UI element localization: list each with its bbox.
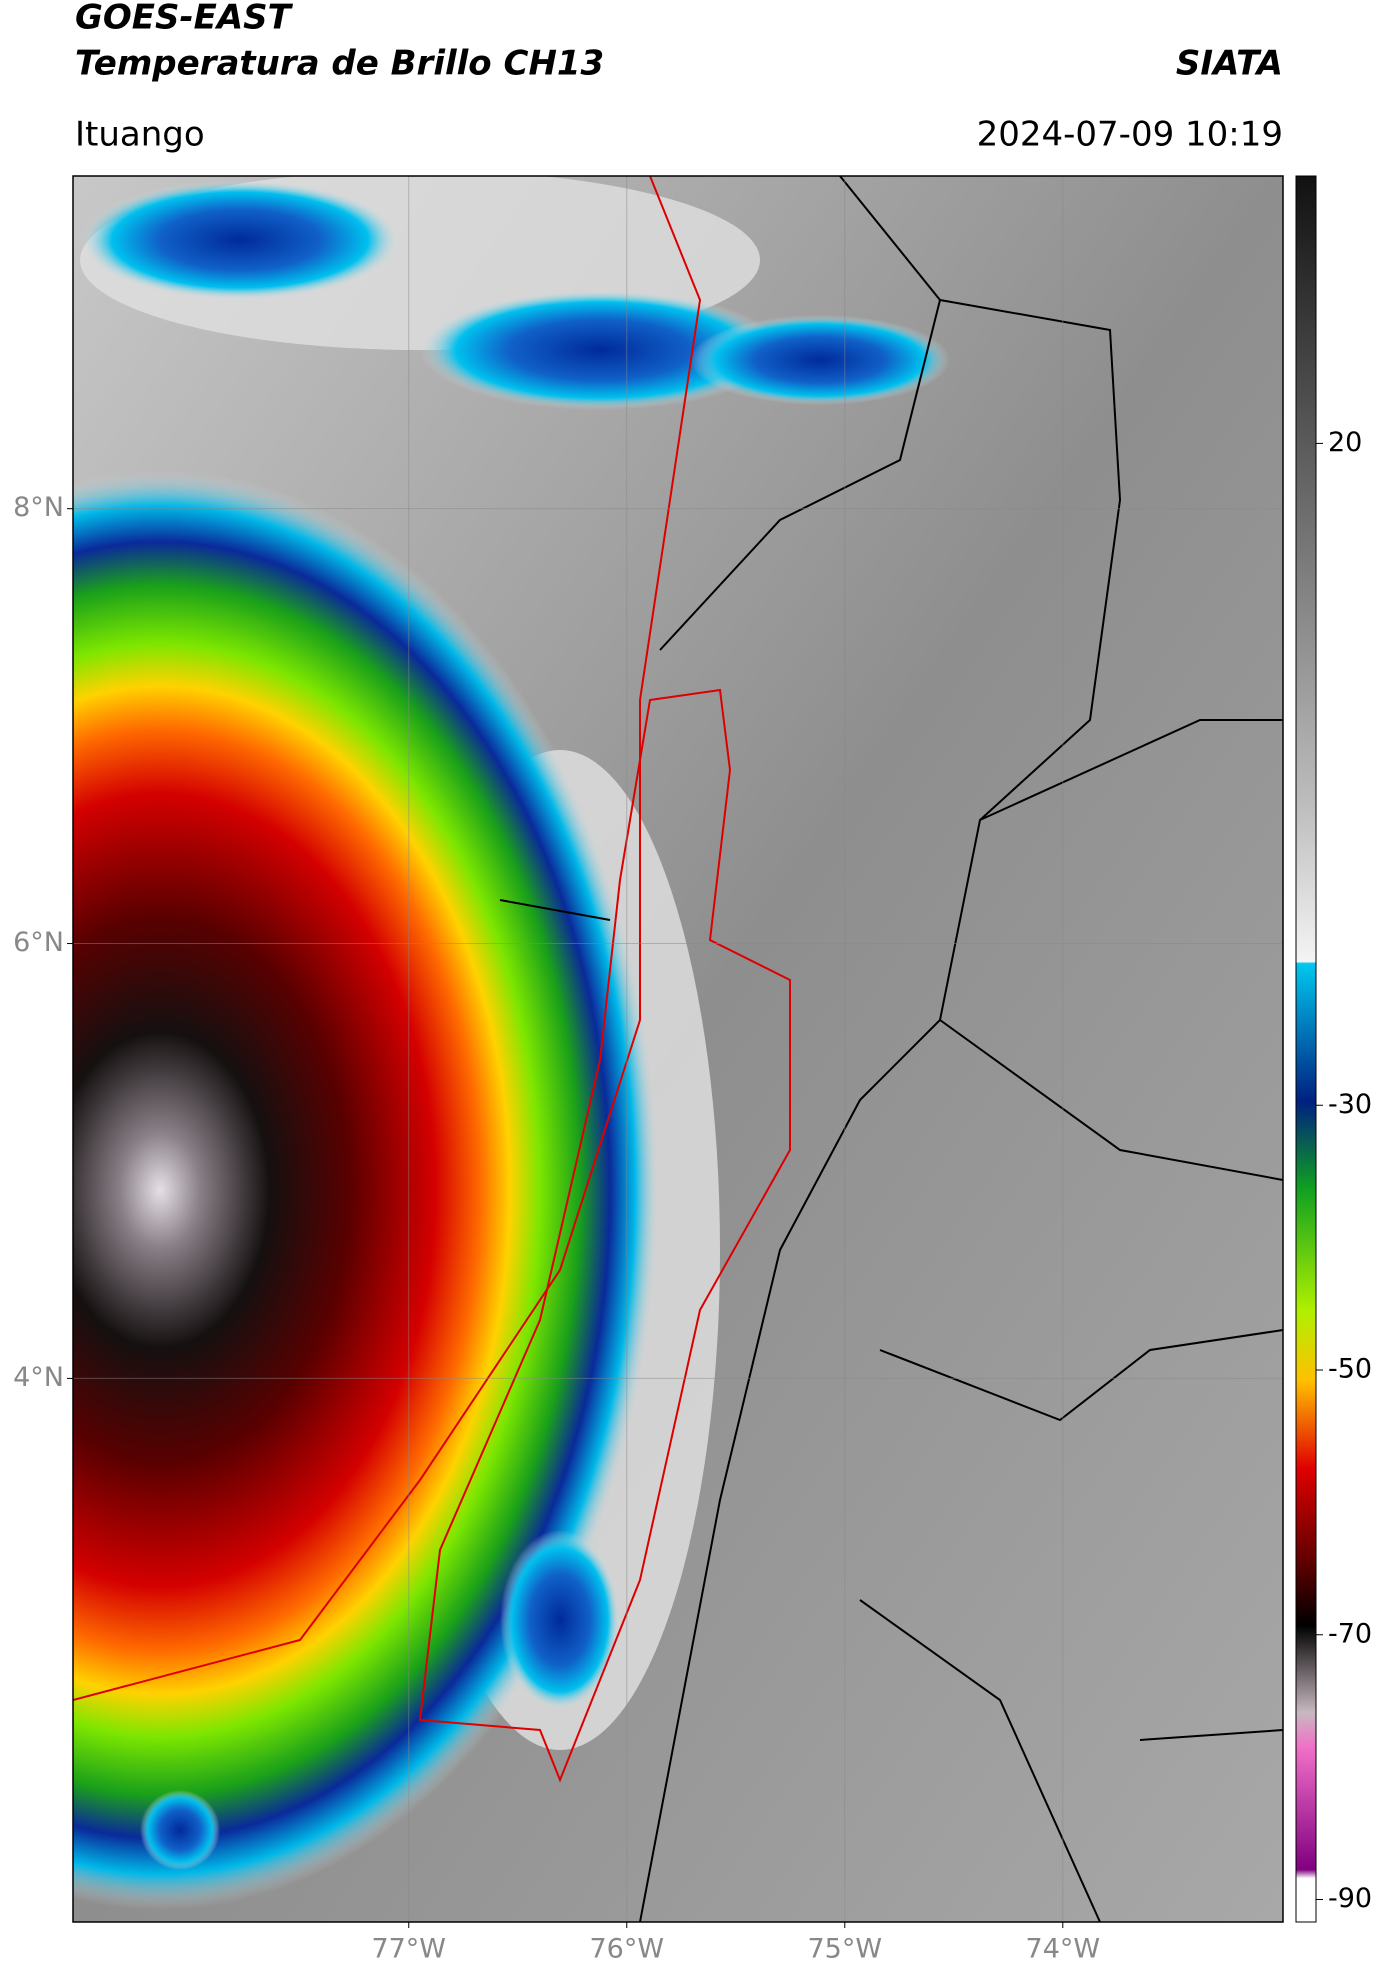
lon-tick-label: 76°W xyxy=(589,1934,664,1965)
title: GOES-EAST xyxy=(75,0,294,38)
lat-tick-label: 8°N xyxy=(13,492,64,523)
lat-tick-label: 4°N xyxy=(13,1362,64,1393)
colorbar xyxy=(1295,175,1317,1923)
colorbar-label: -70 xyxy=(1328,1618,1372,1649)
satellite-image xyxy=(73,176,1283,1922)
colorbar-label: -90 xyxy=(1328,1883,1372,1914)
colorbar-label: -30 xyxy=(1328,1089,1372,1120)
lon-tick-label: 75°W xyxy=(808,1934,883,1965)
location: Ituango xyxy=(75,115,205,155)
lon-tick-label: 77°W xyxy=(371,1934,446,1965)
datetime: 2024-07-09 10:19 xyxy=(977,115,1283,155)
subtitle: Temperatura de Brillo CH13 xyxy=(75,44,604,84)
colorbar-label: 20 xyxy=(1328,427,1362,458)
lat-tick-label: 6°N xyxy=(13,927,64,958)
lon-tick-label: 74°W xyxy=(1026,1934,1101,1965)
map-frame xyxy=(72,175,1284,1923)
colorbar-label: -50 xyxy=(1328,1354,1372,1385)
source: SIATA xyxy=(1176,44,1283,84)
